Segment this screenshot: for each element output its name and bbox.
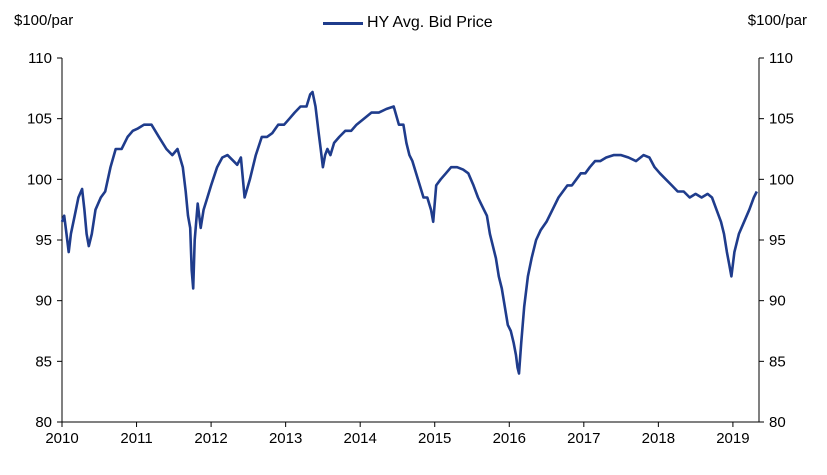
right-axis-unit: $100/par bbox=[747, 12, 807, 29]
y-tick-label-left: 95 bbox=[35, 232, 52, 249]
y-tick-label-left: 80 bbox=[35, 414, 52, 431]
x-tick-label: 2018 bbox=[642, 430, 675, 447]
y-tick-label-right: 105 bbox=[769, 111, 794, 128]
y-tick-label-left: 85 bbox=[35, 353, 52, 370]
x-tick-label: 2014 bbox=[343, 430, 376, 447]
x-tick-label: 2016 bbox=[493, 430, 526, 447]
y-tick-label-right: 95 bbox=[769, 232, 786, 249]
y-tick-label-left: 105 bbox=[27, 111, 52, 128]
y-tick-label-right: 100 bbox=[769, 171, 794, 188]
series-line-hy-avg-bid-price bbox=[60, 90, 758, 375]
x-tick-label: 2012 bbox=[194, 430, 227, 447]
legend: HY Avg. Bid Price bbox=[323, 14, 493, 32]
y-tick-label-left: 110 bbox=[28, 50, 52, 67]
y-tick-label-left: 100 bbox=[27, 171, 52, 188]
y-tick-label-right: 90 bbox=[769, 293, 786, 310]
legend-swatch bbox=[323, 21, 363, 25]
y-tick-label-right: 80 bbox=[769, 414, 786, 431]
x-tick-label: 2013 bbox=[269, 430, 302, 447]
y-tick-label-right: 85 bbox=[769, 353, 786, 370]
x-tick-label: 2019 bbox=[716, 430, 749, 447]
left-axis-unit: $100/par bbox=[14, 12, 74, 29]
x-tick-label: 2010 bbox=[45, 430, 78, 447]
y-tick-label-right: 110 bbox=[769, 50, 793, 67]
x-tick-label: 2011 bbox=[120, 430, 152, 447]
y-tick-label-left: 90 bbox=[35, 293, 52, 310]
legend-label: HY Avg. Bid Price bbox=[367, 14, 493, 31]
x-tick-label: 2015 bbox=[418, 430, 451, 447]
x-tick-label: 2017 bbox=[567, 430, 600, 447]
